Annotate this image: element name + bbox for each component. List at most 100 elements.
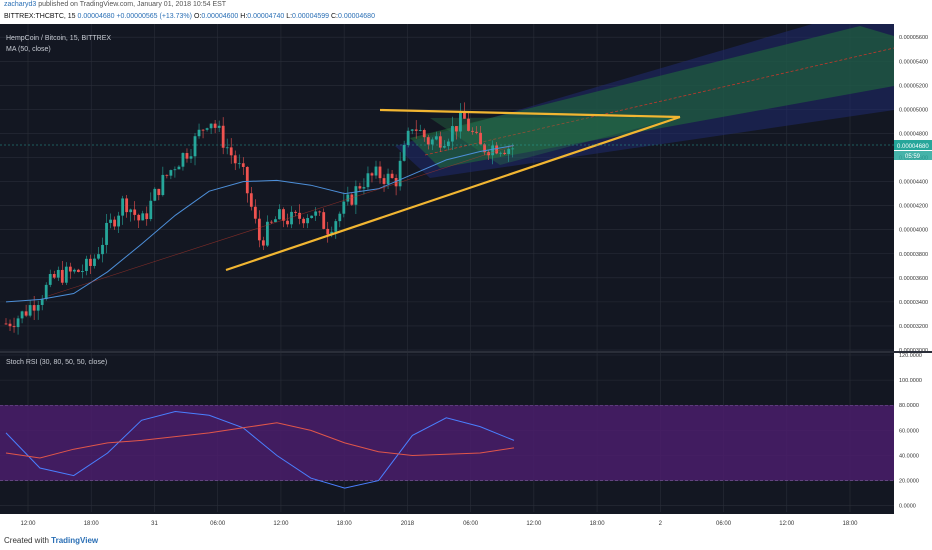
candle-body — [253, 206, 257, 219]
candle-body — [418, 129, 422, 131]
candle-body — [89, 258, 92, 266]
high-label: H: — [240, 13, 248, 20]
candle-body — [475, 131, 478, 133]
candle-body — [511, 148, 515, 150]
candle-body — [451, 126, 454, 142]
time-tick-label: 31 — [151, 521, 158, 527]
candle-body — [342, 201, 346, 214]
price-tick-label: 0.00003400 — [899, 300, 928, 306]
candle-body — [76, 269, 80, 272]
candle-body — [245, 166, 249, 194]
high-value: 0.00004740 — [247, 13, 285, 20]
candle-body — [302, 218, 306, 224]
channel-inner-band — [410, 26, 894, 168]
resistance-trendline[interactable] — [379, 108, 681, 119]
price-tick-label: 0.00004200 — [899, 204, 928, 210]
candle-body — [105, 222, 108, 245]
time-axis-background — [0, 514, 932, 531]
countdown-badge — [894, 151, 932, 160]
candle-body — [141, 213, 145, 221]
candle-body — [346, 194, 350, 202]
candle-body — [261, 240, 265, 246]
candle-body — [149, 200, 153, 220]
price-tick-label: 0.00004800 — [899, 131, 928, 137]
chart-svg[interactable]: HempCoin / Bitcoin, 15, BITTREX MA (50, … — [0, 24, 932, 531]
price-tick-label: 0.00005600 — [899, 35, 928, 41]
candle-body — [374, 166, 378, 176]
candle-body — [221, 125, 225, 148]
candle-body — [306, 218, 310, 224]
candle-body — [185, 153, 189, 159]
candle-body — [20, 311, 24, 319]
candle-body — [117, 215, 121, 227]
candle-body — [28, 305, 32, 316]
candle-body — [270, 221, 273, 223]
candles — [4, 102, 515, 335]
candle-body — [499, 152, 503, 154]
candle-body — [266, 221, 269, 246]
candle-body — [507, 148, 511, 155]
publish-header: zacharyd3 published on TradingView.com, … — [0, 0, 932, 10]
author-link[interactable]: zacharyd3 — [4, 1, 37, 8]
candle-body — [241, 163, 245, 167]
candle-body — [406, 130, 410, 145]
candle-body — [278, 209, 281, 220]
candle-body — [386, 173, 390, 184]
candle-body — [60, 269, 64, 283]
candle-body — [455, 126, 458, 132]
candle-body — [366, 173, 370, 188]
ohlc-bar: BITTREX:THCBTC, 15 0.00004680 +0.0000056… — [0, 10, 932, 24]
time-tick-label: 18:00 — [84, 521, 100, 527]
stoch-d-line — [5, 422, 515, 459]
candle-body — [12, 326, 16, 328]
candle-body — [286, 220, 289, 225]
candle-body — [442, 146, 446, 148]
candle-body — [64, 266, 68, 283]
footer: Created with TradingView — [0, 531, 932, 550]
candle-body — [394, 178, 398, 187]
price-tick-label: 0.00005000 — [899, 107, 928, 113]
candle-body — [113, 219, 116, 227]
candle-body — [294, 211, 297, 213]
last-price-label: 0.00004680 — [897, 144, 929, 150]
stoch-tick-label: 120.0000 — [899, 353, 922, 359]
candle-body — [24, 311, 28, 316]
ma-indicator-label: MA (50, close) — [6, 46, 51, 53]
candle-body — [310, 215, 314, 219]
candle-body — [169, 170, 173, 176]
candle-body — [157, 188, 161, 196]
price-tick-label: 0.00004400 — [899, 180, 928, 186]
candle-body — [32, 305, 36, 311]
open-label: O: — [193, 13, 202, 20]
candle-body — [471, 130, 474, 132]
price-tick-label: 0.00003800 — [899, 252, 928, 258]
candle-body — [330, 231, 334, 235]
channel-center-line — [424, 47, 895, 156]
stoch-tick-label: 60.0000 — [899, 428, 919, 434]
low-value: 0.00004599 — [292, 13, 330, 20]
time-tick-label: 12:00 — [20, 521, 36, 527]
candle-body — [85, 258, 88, 271]
stoch-axis-ticks: 120.0000 100.0000 80.0000 60.0000 40.0000 20.… — [899, 353, 922, 510]
candle-body — [16, 318, 20, 328]
time-tick-label: 2 — [659, 521, 663, 527]
candle-body — [48, 273, 52, 285]
candle-body — [93, 258, 96, 266]
time-tick-label: 18:00 — [337, 521, 353, 527]
time-tick-label: 06:00 — [716, 521, 732, 527]
candle-body — [209, 123, 213, 129]
candle-body — [197, 129, 201, 137]
candle-body — [225, 147, 229, 149]
candle-body — [68, 266, 72, 272]
candle-body — [326, 228, 330, 235]
candle-body — [491, 145, 495, 156]
support-trendline[interactable] — [225, 115, 681, 272]
candle-body — [121, 198, 125, 216]
tradingview-logo[interactable]: TradingView — [51, 536, 99, 545]
candle-body — [72, 269, 76, 272]
time-tick-label: 18:00 — [590, 521, 606, 527]
candle-body — [495, 145, 499, 154]
candle-body — [81, 270, 84, 272]
stoch-band — [0, 405, 894, 481]
